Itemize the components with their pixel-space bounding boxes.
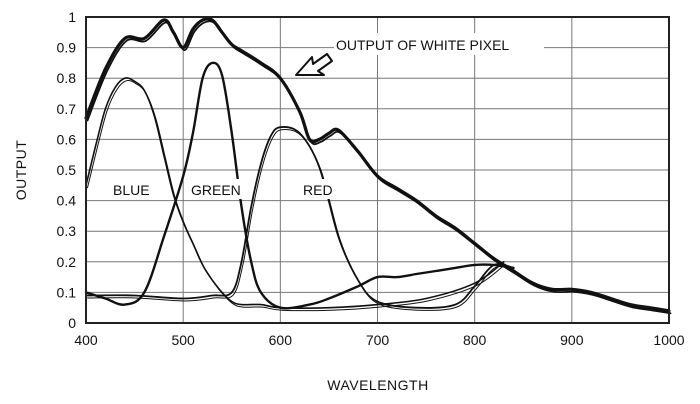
white-pixel-label: OUTPUT OF WHITE PIXEL — [336, 37, 509, 53]
red-series — [85, 126, 516, 311]
x-tick-label: 600 — [269, 332, 293, 348]
red-curve-label: RED — [303, 182, 333, 198]
y-tick-label: 0.1 — [57, 284, 77, 300]
x-tick-label: 500 — [171, 332, 195, 348]
y-tick-label: 0.6 — [57, 131, 77, 147]
y-tick-label: 0.5 — [57, 162, 77, 178]
output-of-white-pixel-curve-trace — [86, 20, 672, 315]
blue-series — [85, 77, 506, 312]
green-label-group: GREEN — [188, 179, 250, 199]
x-tick-label: 900 — [560, 332, 584, 348]
x-tick-label: 700 — [366, 332, 390, 348]
label-background — [110, 179, 158, 199]
x-tick-label: 800 — [463, 332, 487, 348]
white-pixel-arrow-icon — [295, 53, 333, 76]
y-axis-title: OUTPUT — [13, 140, 29, 201]
white-pixel-annotation: OUTPUT OF WHITE PIXEL — [295, 33, 544, 76]
red-label-group: RED — [300, 179, 344, 199]
chart-series — [84, 17, 672, 315]
label-background — [300, 179, 344, 199]
green-series — [84, 61, 515, 310]
y-tick-label: 1 — [68, 9, 76, 25]
blue-curve-label: BLUE — [113, 182, 150, 198]
output-of-white-pixel-curve — [84, 17, 671, 313]
x-tick-label: 1000 — [653, 332, 684, 348]
output-of-white-pixel-series — [84, 17, 672, 315]
red-curve-trace — [87, 129, 516, 311]
label-background — [188, 179, 250, 199]
blue-curve-trace — [87, 79, 506, 312]
axis-tick-labels: 400 500 600 700 800 900 1000 0 0.1 0.2 0.3 0.4 0.5 0.… — [57, 9, 685, 348]
y-tick-label: 0 — [68, 315, 76, 331]
annotation-label-background — [334, 33, 544, 55]
green-curve-label: GREEN — [191, 182, 241, 198]
plot-frame — [85, 16, 670, 324]
y-tick-label: 0.9 — [57, 40, 77, 56]
x-axis-title: WAVELENGTH — [327, 377, 428, 393]
y-tick-label: 0.8 — [57, 70, 77, 86]
x-tick-label: 400 — [74, 332, 98, 348]
y-tick-label: 0.3 — [57, 223, 77, 239]
y-tick-label: 0.7 — [57, 101, 77, 117]
red-curve — [85, 126, 515, 309]
y-tick-label: 0.2 — [57, 254, 77, 270]
green-curve — [84, 61, 515, 310]
y-tick-label: 0.4 — [57, 193, 77, 209]
blue-label-group: BLUE — [110, 179, 158, 199]
